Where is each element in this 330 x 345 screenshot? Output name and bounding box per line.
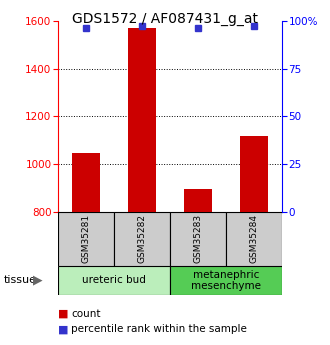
Text: ▶: ▶ <box>33 274 43 287</box>
Text: metanephric
mesenchyme: metanephric mesenchyme <box>191 269 261 291</box>
Text: GSM35283: GSM35283 <box>193 214 203 264</box>
Text: ■: ■ <box>58 309 68 319</box>
Text: GSM35284: GSM35284 <box>249 214 259 264</box>
Bar <box>128 28 156 212</box>
Bar <box>240 136 268 212</box>
Bar <box>58 212 114 266</box>
Bar <box>58 266 170 295</box>
Text: tissue: tissue <box>3 275 36 285</box>
Text: count: count <box>71 309 100 319</box>
Text: ■: ■ <box>58 325 68 334</box>
Bar <box>170 266 282 295</box>
Text: GSM35282: GSM35282 <box>137 214 147 264</box>
Text: percentile rank within the sample: percentile rank within the sample <box>71 325 247 334</box>
Bar <box>226 212 282 266</box>
Text: GDS1572 / AF087431_g_at: GDS1572 / AF087431_g_at <box>72 12 258 26</box>
Bar <box>170 212 226 266</box>
Bar <box>72 153 100 212</box>
Text: GSM35281: GSM35281 <box>81 214 90 264</box>
Bar <box>114 212 170 266</box>
Text: ureteric bud: ureteric bud <box>82 275 146 285</box>
Bar <box>184 189 212 212</box>
